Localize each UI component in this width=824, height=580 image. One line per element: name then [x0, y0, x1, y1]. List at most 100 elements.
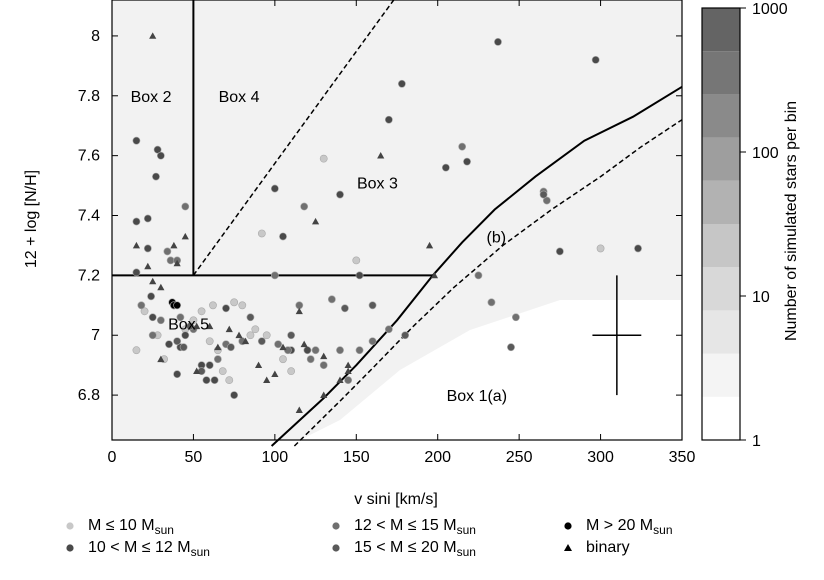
point-series-0 [279, 355, 287, 364]
legend-marker [332, 544, 340, 552]
boundary-box4-box3-divider [192, 0, 395, 276]
colorbar-band [702, 94, 740, 138]
colorbar-tick-label: 10 [752, 289, 770, 306]
point-series-2 [176, 313, 185, 322]
colorbar-band [702, 137, 740, 181]
point-series-0 [132, 346, 141, 355]
point-series-0 [225, 376, 234, 385]
legend-marker [564, 522, 572, 530]
point-series-3 [401, 331, 410, 340]
boundary-curve-a [270, 85, 683, 447]
point-binary [295, 307, 303, 315]
x-tick-label: 50 [185, 449, 203, 466]
point-series-1 [384, 115, 393, 124]
point-binary [193, 322, 201, 330]
box-label: Box 3 [357, 176, 398, 193]
colorbar: 1 10 100 1000 [701, 1, 788, 450]
point-binary [320, 352, 328, 360]
point-series-1 [336, 190, 344, 199]
point-binary [157, 355, 165, 363]
point-series-0 [251, 325, 260, 334]
point-series-2 [148, 331, 157, 340]
plot-border [111, 0, 683, 441]
point-series-0 [218, 367, 227, 376]
point-binary [295, 406, 303, 413]
point-binary [377, 152, 385, 159]
colorbar-band [702, 353, 740, 397]
point-series-0 [230, 298, 239, 307]
point-binary [149, 32, 157, 39]
point-series-1 [143, 214, 152, 223]
colorbar-band [702, 310, 740, 354]
point-series-1 [270, 184, 279, 193]
point-binary [430, 271, 439, 279]
point-series-0 [257, 229, 266, 238]
point-series-1 [152, 172, 160, 181]
point-series-1 [230, 391, 239, 400]
point-series-2 [181, 202, 190, 211]
point-binary [425, 241, 434, 249]
point-series-0 [246, 331, 255, 340]
point-binary [235, 331, 243, 339]
point-series-2 [474, 271, 483, 280]
point-series-0 [262, 331, 271, 340]
point-binary [181, 232, 189, 240]
point-binary [263, 376, 271, 384]
point-series-3 [368, 301, 377, 310]
point-series-1 [132, 136, 141, 145]
point-series-0 [197, 307, 206, 316]
point-series-2 [306, 355, 315, 364]
point-series-2 [368, 337, 377, 346]
point-binary [254, 361, 263, 369]
point-binary [149, 277, 157, 285]
point-series-2 [511, 313, 520, 322]
point-series-3 [287, 331, 296, 340]
point-series-2 [274, 340, 283, 349]
point-binary [320, 391, 328, 398]
point-series-1 [494, 38, 502, 46]
point-binary [193, 367, 201, 375]
legend-label: M ≤ 10 Msun [88, 517, 174, 537]
box-boundaries [112, 0, 683, 447]
legend-label: M > 20 Msun [586, 517, 673, 537]
point-binary [300, 340, 308, 348]
y-tick-label: 7.4 [78, 208, 100, 225]
data-points [132, 32, 642, 413]
point-binary [241, 337, 250, 345]
point-binary [344, 361, 352, 369]
point-binary [311, 217, 320, 225]
point-binary [170, 241, 178, 249]
colorbar-band [702, 267, 740, 311]
point-binary [206, 322, 214, 330]
x-axis-label: v sini [km/s] [354, 491, 438, 508]
point-series-2 [327, 295, 336, 304]
point-series-0 [209, 301, 217, 310]
point-series-2 [300, 202, 309, 211]
point-series-3 [173, 337, 182, 346]
point-series-0 [238, 301, 247, 310]
box-label: Box 4 [219, 89, 260, 106]
point-series-1 [202, 376, 211, 385]
colorbar-border [701, 7, 741, 441]
point-series-2 [137, 301, 146, 310]
legend-label: 10 < M ≤ 12 Msun [88, 539, 210, 559]
point-binary [225, 325, 233, 333]
point-series-1 [165, 340, 173, 349]
boundary-curve-b [293, 119, 683, 447]
x-tick-label: 250 [506, 449, 533, 466]
point-series-1 [634, 244, 642, 253]
point-series-1 [147, 292, 155, 301]
point-binary [144, 262, 152, 270]
point-series-0 [189, 316, 198, 325]
y-tick-label: 6.8 [78, 387, 100, 404]
point-series-3 [507, 343, 515, 352]
point-series-1 [279, 232, 287, 241]
point-binary [344, 367, 352, 375]
point-series-1 [355, 271, 364, 280]
point-series-3 [539, 190, 548, 199]
point-series-1 [397, 79, 406, 88]
point-series-0 [596, 244, 605, 253]
point-series-2 [166, 256, 175, 265]
